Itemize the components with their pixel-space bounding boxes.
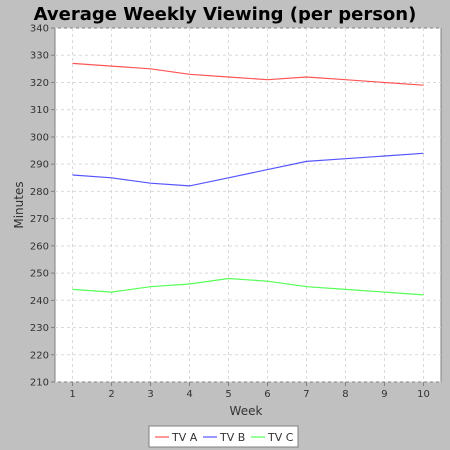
gridlines xyxy=(55,27,441,383)
x-tick-label: 5 xyxy=(225,389,231,400)
y-tick-label: 210 xyxy=(30,378,49,389)
x-tick-label: 1 xyxy=(69,389,75,400)
y-tick-label: 330 xyxy=(30,51,49,62)
y-tick-label: 230 xyxy=(30,323,49,334)
y-tick-label: 260 xyxy=(30,241,49,252)
plot-area xyxy=(54,27,442,383)
y-axis-ticks: 210 220 230 240 250 260 270 280 290 300 310 320 330 3… xyxy=(30,24,55,389)
y-tick-label: 250 xyxy=(30,269,49,280)
series-line-tv-c xyxy=(72,277,424,296)
legend: TV A TV B TV C xyxy=(148,425,299,448)
y-axis-title: Minutes xyxy=(12,181,26,228)
x-tick-label: 2 xyxy=(108,389,114,400)
y-tick-label: 320 xyxy=(30,78,49,89)
y-tick-label: 340 xyxy=(30,24,49,35)
x-tick-label: 6 xyxy=(264,389,270,400)
y-tick-label: 270 xyxy=(30,214,49,225)
y-tick-label: 290 xyxy=(30,160,49,171)
y-tick-label: 220 xyxy=(30,350,49,361)
x-tick-label: 3 xyxy=(147,389,153,400)
x-tick-label: 4 xyxy=(186,389,192,400)
x-tick-label: 10 xyxy=(417,389,430,400)
x-tick-label: 8 xyxy=(342,389,348,400)
x-tick-label: 7 xyxy=(303,389,309,400)
x-tick-label: 9 xyxy=(381,389,387,400)
legend-box xyxy=(148,425,299,448)
y-tick-label: 300 xyxy=(30,132,49,143)
y-tick-label: 310 xyxy=(30,105,49,116)
x-axis-ticks: 1 2 3 4 5 6 7 8 9 10 xyxy=(69,382,430,400)
series-lines xyxy=(72,62,424,296)
legend-label-tv-a: TV A xyxy=(171,431,198,444)
y-tick-label: 280 xyxy=(30,187,49,198)
legend-label-tv-b: TV B xyxy=(219,431,245,444)
y-tick-label: 240 xyxy=(30,296,49,307)
legend-label-tv-c: TV C xyxy=(267,431,294,444)
series-line-tv-a xyxy=(72,62,424,86)
x-axis-title: Week xyxy=(230,404,263,418)
chart-title: Average Weekly Viewing (per person) xyxy=(34,4,417,25)
series-line-tv-b xyxy=(72,152,424,187)
